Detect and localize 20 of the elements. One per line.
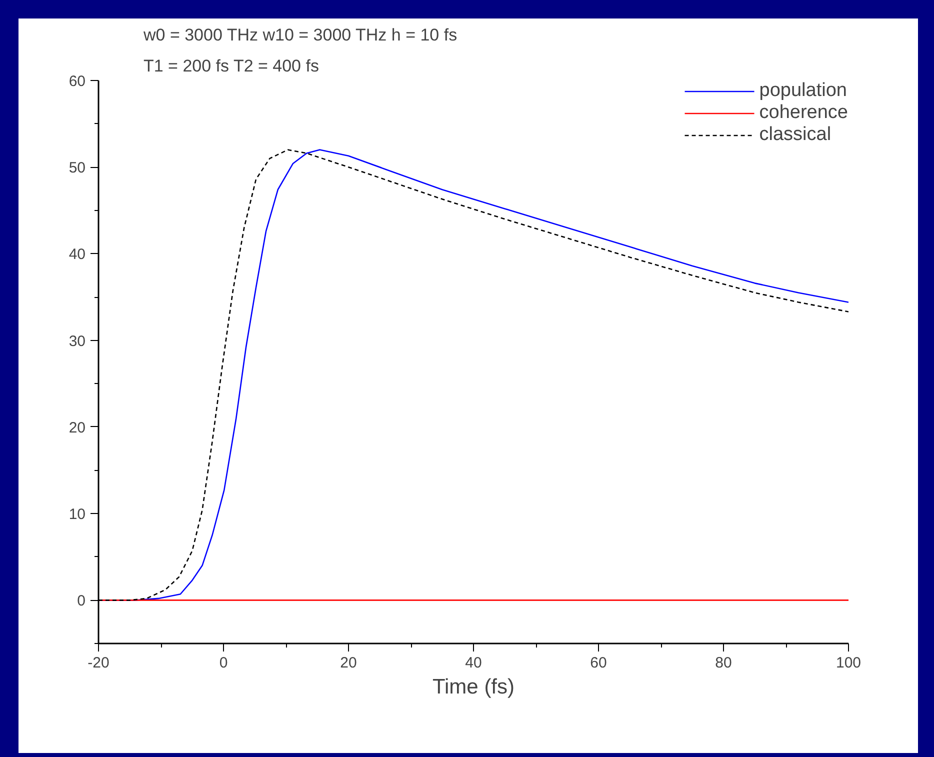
x-tick-label: 100 <box>836 654 862 672</box>
x-axis-title: Time (fs) <box>432 676 515 698</box>
y-tick-label: 40 <box>68 246 86 264</box>
x-tick-label: 80 <box>715 654 732 672</box>
text: w0 = 3000 THz w10 = 3000 THz h = 10 fs <box>142 26 458 44</box>
legend-label: classical <box>759 124 832 146</box>
y-tick-label: 20 <box>68 419 86 436</box>
y-tick-label: 10 <box>68 506 86 524</box>
text: T1 = 200 fs T2 = 400 fs <box>144 56 319 76</box>
legend-label: population <box>759 80 847 102</box>
x-tick-label: -20 <box>88 654 110 672</box>
x-tick-label: 40 <box>465 654 482 672</box>
y-tick-label: 60 <box>68 73 86 90</box>
x-tick-label: 60 <box>590 654 607 672</box>
y-tick-label: 0 <box>77 592 86 610</box>
x-tick-label: 20 <box>340 654 357 672</box>
x-tick-label: 0 <box>219 654 228 672</box>
y-tick-label: 50 <box>68 160 86 177</box>
legend-label: coherence <box>759 102 848 124</box>
y-tick-label: 30 <box>68 332 86 350</box>
